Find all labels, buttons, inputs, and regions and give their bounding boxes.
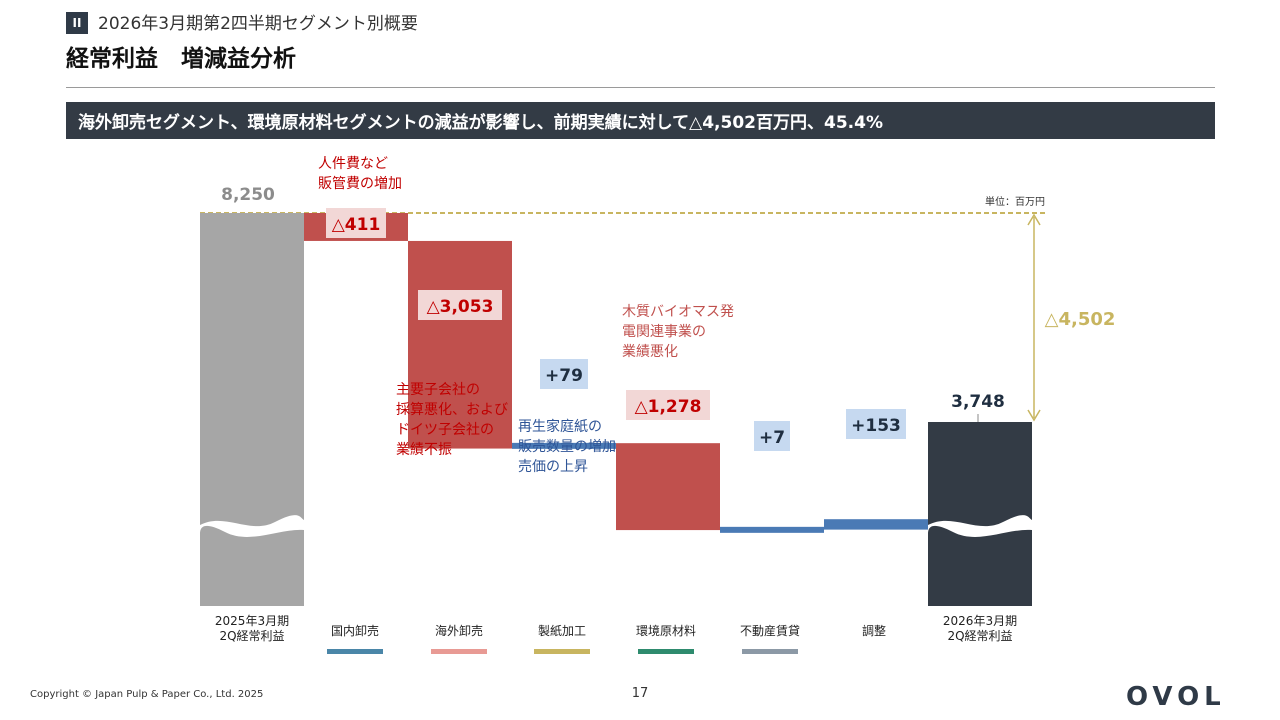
legend-label-5: 不動産賃貸 xyxy=(740,623,800,638)
legend-swatch-1 xyxy=(327,649,383,654)
step-label-bg-3 xyxy=(540,359,588,389)
step-label-bg-1 xyxy=(326,208,386,238)
step-value-label-1: △411 xyxy=(332,215,381,235)
start-bar xyxy=(200,213,304,606)
section-badge: II xyxy=(66,12,88,34)
step-annotation-4: 木質バイオマス発電関連事業の業績悪化 xyxy=(622,304,734,360)
step-bar-2 xyxy=(408,240,512,449)
difference-arrow-head-bottom xyxy=(1027,409,1041,422)
step-bar-5 xyxy=(720,526,824,533)
unit-label: 単位：百万円 xyxy=(985,195,1045,208)
step-label-bg-4 xyxy=(626,390,710,420)
step-value-label-4: △1,278 xyxy=(635,397,702,417)
step-value-label-5: +7 xyxy=(759,428,785,448)
legend-label-1: 国内卸売 xyxy=(331,623,379,638)
start-value-label: 8,250 xyxy=(221,185,275,205)
step-label-bg-6 xyxy=(846,409,906,439)
difference-arrow-head-top xyxy=(1027,213,1041,226)
step-bar-3 xyxy=(512,442,616,449)
legend-label-6: 調整 xyxy=(862,623,886,638)
start-bar-break xyxy=(200,515,304,537)
ovol-logo: OVOL xyxy=(1126,682,1226,712)
step-annotation-3: 再生家庭紙の販売数量の増加、売価の上昇 xyxy=(518,418,630,475)
step-bar-4 xyxy=(616,443,720,531)
section-title: 2026年3月期第2四半期セグメント別概要 xyxy=(98,14,418,34)
copyright-text: Copyright © Japan Pulp & Paper Co., Ltd.… xyxy=(30,689,264,700)
end-value-label: 3,748 xyxy=(951,392,1005,412)
step-value-label-2: △3,053 xyxy=(427,297,494,317)
legend-swatch-5 xyxy=(742,649,798,654)
step-label-bg-2 xyxy=(418,290,502,320)
step-label-bg-5 xyxy=(754,421,790,451)
end-category-label: 2026年3月期 2Q経常利益 xyxy=(943,614,1017,643)
step-value-label-3: +79 xyxy=(545,366,583,386)
end-bar xyxy=(928,422,1032,606)
step-value-label-6: +153 xyxy=(851,416,901,436)
step-bar-6 xyxy=(824,519,928,530)
title-divider xyxy=(66,87,1215,88)
end-bar-break xyxy=(928,515,1032,537)
page-title: 経常利益 増減益分析 xyxy=(66,46,296,72)
start-category-label: 2025年3月期 2Q経常利益 xyxy=(215,614,289,643)
legend-label-2: 海外卸売 xyxy=(435,623,483,638)
summary-banner: 海外卸売セグメント、環境原材料セグメントの減益が影響し、前期実績に対して△4,5… xyxy=(66,102,1215,139)
legend-swatch-4 xyxy=(638,649,694,654)
legend-swatch-2 xyxy=(431,649,487,654)
legend-label-4: 環境原材料 xyxy=(636,623,696,638)
legend-swatch-3 xyxy=(534,649,590,654)
difference-label: △4,502 xyxy=(1045,309,1116,330)
page-number: 17 xyxy=(631,686,649,701)
step-annotation-2: 主要子会社の採算悪化、およびドイツ子会社の業績不振 xyxy=(396,382,508,458)
step-annotation-1: 人件費など販管費の増加 xyxy=(318,156,402,192)
legend-label-3: 製紙加工 xyxy=(538,623,586,638)
